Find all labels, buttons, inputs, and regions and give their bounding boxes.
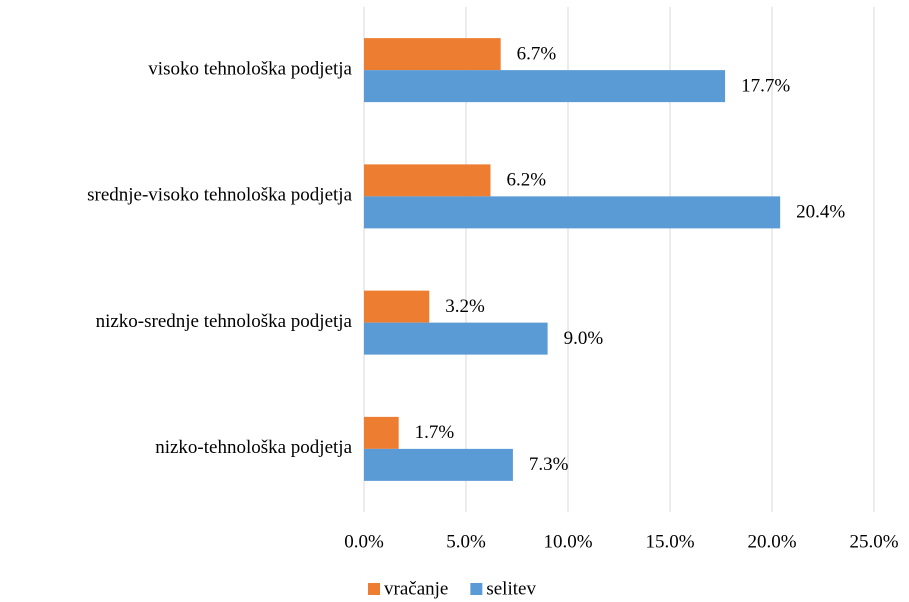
value-label: 20.4% — [796, 202, 845, 223]
y-tick-label: visoko tehnološka podjetja — [148, 58, 352, 79]
bar — [364, 38, 501, 71]
bar — [364, 290, 430, 323]
y-tick-label: nizko-srednje tehnološka podjetja — [96, 311, 353, 332]
y-tick-label: srednje-visoko tehnološka podjetja — [87, 185, 352, 206]
bar — [364, 164, 491, 197]
legend-swatch — [368, 583, 380, 595]
x-tick-label: 20.0% — [747, 531, 796, 552]
value-label: 6.2% — [506, 170, 546, 191]
bar — [364, 416, 399, 449]
value-label: 1.7% — [415, 422, 455, 443]
x-tick-label: 5.0% — [446, 531, 486, 552]
x-tick-label: 10.0% — [543, 531, 592, 552]
value-label: 17.7% — [741, 75, 790, 96]
bar — [364, 196, 781, 229]
legend-label: selitev — [486, 578, 536, 599]
value-label: 6.7% — [517, 43, 557, 64]
bar — [364, 70, 726, 103]
x-tick-label: 15.0% — [645, 531, 694, 552]
legend-swatch — [470, 583, 483, 595]
x-tick-label: 0.0% — [344, 531, 384, 552]
x-tick-label: 25.0% — [849, 531, 898, 552]
bar — [364, 322, 548, 355]
y-tick-label: nizko-tehnološka podjetja — [155, 437, 352, 458]
value-label: 3.2% — [445, 296, 485, 317]
value-label: 7.3% — [529, 454, 569, 475]
value-label: 9.0% — [564, 328, 604, 349]
bar — [364, 448, 513, 481]
legend-label: vračanje — [384, 578, 448, 599]
